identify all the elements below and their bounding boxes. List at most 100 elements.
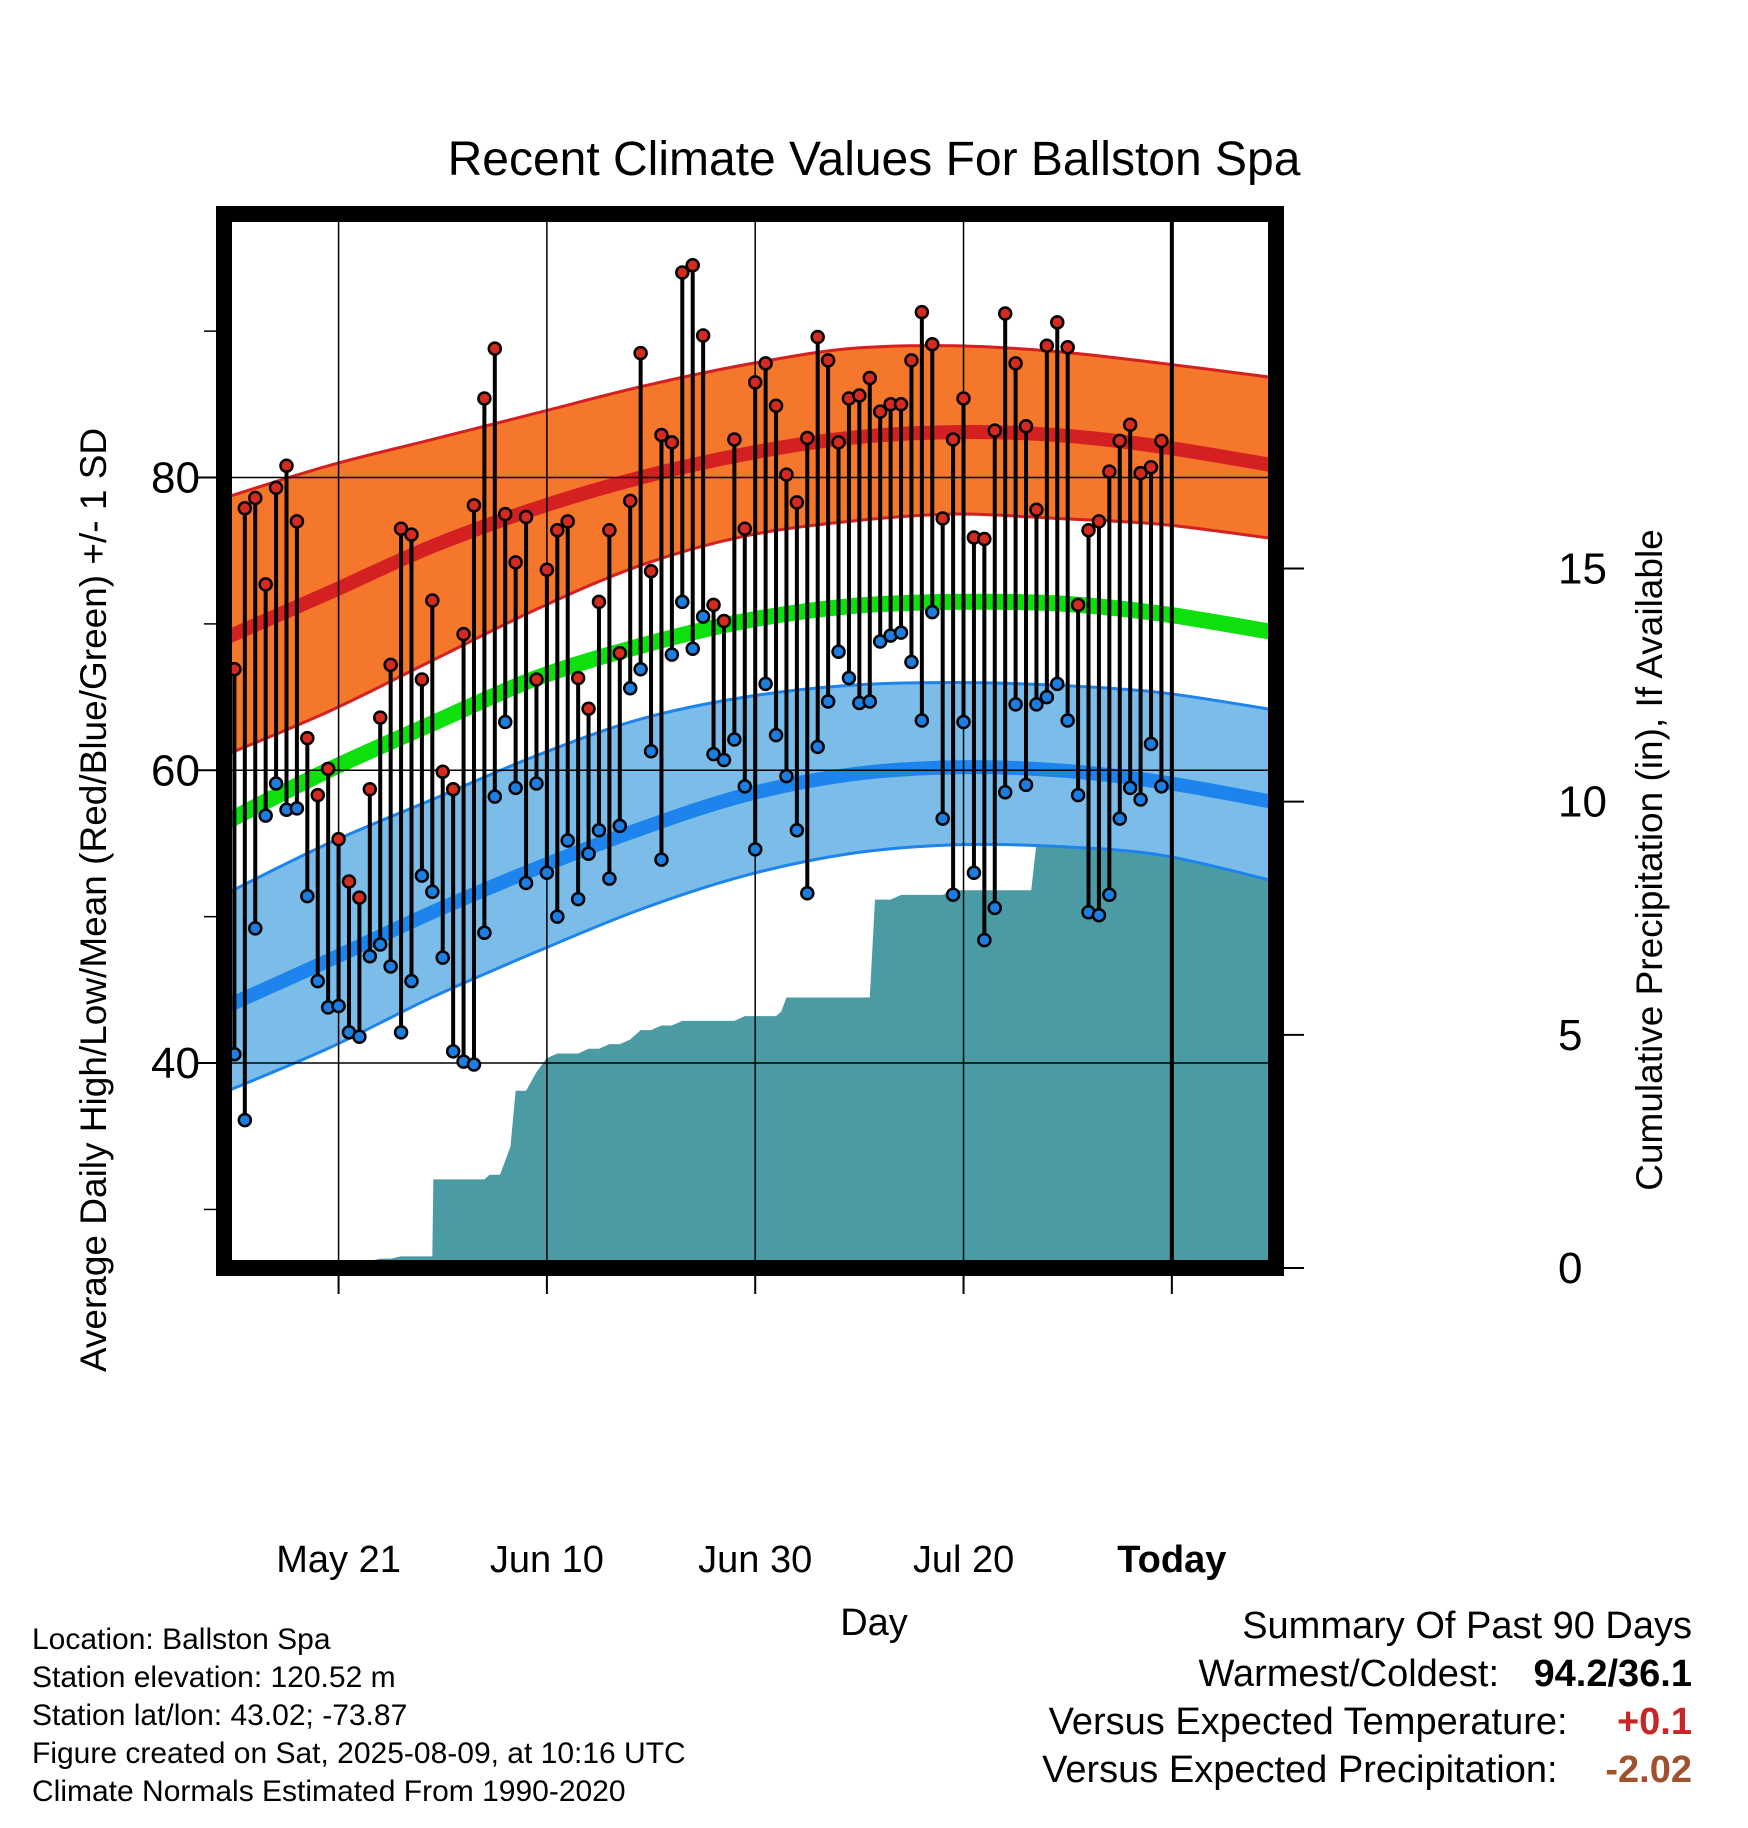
daily-low-point <box>747 842 763 857</box>
daily-high-point <box>425 593 440 608</box>
daily-high-point <box>612 645 628 661</box>
daily-high-point <box>831 435 846 450</box>
daily-low-point <box>977 932 992 948</box>
daily-low-point <box>268 776 284 791</box>
daily-low-point <box>1029 697 1044 712</box>
daily-high-point <box>956 391 971 406</box>
daily-high-point <box>747 375 763 390</box>
daily-high-point <box>1091 514 1107 529</box>
daily-low-point <box>654 852 669 867</box>
daily-low-point <box>435 950 450 965</box>
daily-high-point <box>487 341 503 356</box>
daily-high-point <box>497 506 513 522</box>
daily-low-point <box>789 823 805 838</box>
daily-low-point <box>1122 780 1138 796</box>
y2-axis-label: Cumulative Precipitation (in), If Availa… <box>1629 529 1670 1191</box>
daily-high-point <box>570 670 586 686</box>
daily-low-point <box>393 1025 409 1040</box>
daily-low-point <box>831 644 846 659</box>
daily-low-point <box>487 789 503 804</box>
daily-high-point <box>518 509 534 525</box>
daily-high-point <box>341 874 357 889</box>
daily-high-point <box>935 511 950 526</box>
daily-low-point <box>518 875 534 891</box>
daily-high-point <box>1039 338 1055 353</box>
daily-high-point <box>1143 460 1159 475</box>
daily-high-point <box>1070 597 1086 613</box>
daily-low-point <box>1143 736 1159 752</box>
precip-anomaly-label: Versus Expected Precipitation: <box>1042 1749 1558 1791</box>
daily-low-point <box>602 871 617 886</box>
created-text: Figure created on Sat, 2025-08-09, at 10… <box>32 1737 686 1770</box>
daily-high-point <box>706 597 721 613</box>
daily-high-point <box>800 430 815 446</box>
daily-high-point <box>383 657 398 673</box>
daily-high-point <box>633 345 648 361</box>
daily-high-point <box>1122 417 1138 433</box>
daily-low-point <box>935 811 950 826</box>
daily-low-point <box>675 594 690 610</box>
daily-high-point <box>591 594 607 610</box>
daily-high-point <box>508 555 523 570</box>
daily-low-point <box>622 681 638 696</box>
daily-low-point <box>1112 811 1128 826</box>
daily-high-point <box>1050 315 1065 330</box>
daily-high-point <box>352 890 367 905</box>
daily-high-point <box>987 423 1003 438</box>
daily-low-point <box>810 739 825 755</box>
daily-low-point <box>997 784 1013 800</box>
daily-high-point <box>550 522 565 538</box>
y-axis-label: Average Daily High/Low/Mean (Red/Blue/Gr… <box>73 428 114 1372</box>
daily-low-point <box>1050 676 1065 692</box>
x-tick-label: Today <box>1117 1539 1226 1581</box>
y2-tick-label: 0 <box>1558 1244 1582 1293</box>
daily-high-point <box>727 432 742 447</box>
daily-low-point <box>768 727 784 743</box>
y-tick-label: 60 <box>151 746 200 795</box>
daily-low-point <box>643 743 659 759</box>
x-tick-label: Jun 10 <box>490 1539 604 1581</box>
daily-low-point <box>591 823 607 838</box>
daily-low-point <box>372 937 388 952</box>
daily-high-point <box>872 404 888 419</box>
daily-low-point <box>945 887 961 902</box>
daily-high-point <box>300 730 315 746</box>
daily-high-point <box>862 370 878 386</box>
daily-high-point <box>1112 433 1128 449</box>
daily-low-point <box>289 801 305 816</box>
daily-high-point <box>289 514 305 529</box>
daily-low-point <box>1018 777 1034 793</box>
daily-low-point <box>1039 689 1055 705</box>
daily-high-point <box>893 397 909 412</box>
warmest-coldest-label: Warmest/Coldest: <box>1198 1653 1500 1695</box>
daily-low-point <box>914 713 930 728</box>
elevation-text: Station elevation: 120.52 m <box>32 1661 396 1694</box>
daily-high-point <box>622 493 638 509</box>
daily-low-point <box>539 865 555 880</box>
daily-low-point <box>497 714 513 730</box>
daily-high-point <box>1133 465 1148 481</box>
daily-low-point <box>1008 697 1023 712</box>
latlon-text: Station lat/lon: 43.02; -73.87 <box>32 1699 408 1732</box>
low-normal-band <box>224 682 1276 1093</box>
daily-low-point <box>570 891 586 907</box>
x-tick-label: Jun 30 <box>698 1539 812 1581</box>
daily-low-point <box>383 959 398 974</box>
daily-high-point <box>404 527 419 542</box>
daily-high-point <box>1029 502 1044 517</box>
daily-low-point <box>695 609 711 624</box>
daily-high-point <box>643 563 659 579</box>
daily-high-point <box>539 562 555 577</box>
daily-low-point <box>893 625 909 640</box>
daily-low-point <box>560 833 575 848</box>
temp-anomaly-value: +0.1 <box>1616 1701 1692 1743</box>
daily-low-point <box>872 634 888 649</box>
axes: May 21 Jun 10 Jun 30 Jul 20 Today 40 60 80 0 5 10 1… <box>151 206 1607 1581</box>
daily-high-point <box>1081 522 1096 538</box>
daily-low-point <box>445 1044 461 1059</box>
daily-high-point <box>914 304 930 320</box>
daily-low-point <box>1091 907 1107 923</box>
daily-low-point <box>925 604 940 620</box>
today-annotation: Days <box>1178 1419 1264 1460</box>
